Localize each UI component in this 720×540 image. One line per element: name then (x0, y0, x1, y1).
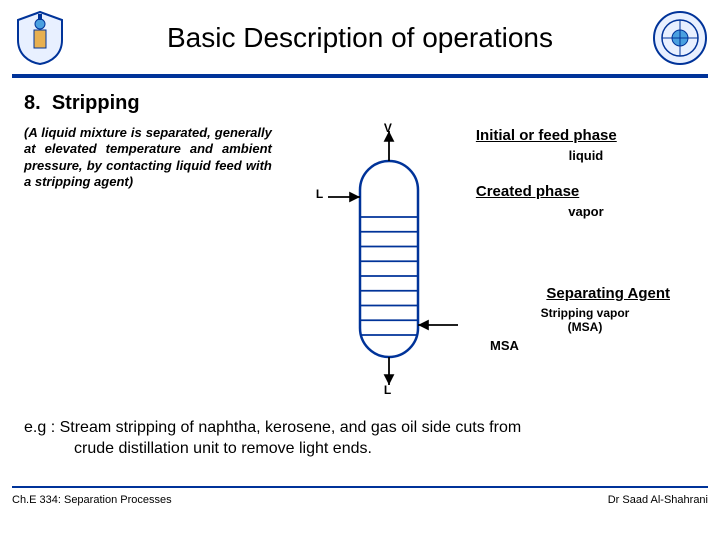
footer-rule (12, 486, 708, 488)
vapor-out-label: V (384, 121, 392, 135)
example-text: e.g : Stream stripping of naphtha, keros… (24, 418, 704, 460)
separating-agent-sub: Stripping vapor (MSA) (470, 306, 700, 335)
feed-in-label: L (316, 187, 323, 201)
footer: Ch.E 334: Separation Processes Dr Saad A… (12, 494, 708, 506)
logo-left (10, 8, 70, 68)
logo-right (650, 8, 710, 68)
created-phase-heading: Created phase (476, 183, 696, 200)
seal-icon (652, 10, 708, 66)
footer-right: Dr Saad Al-Shahrani (608, 494, 708, 506)
phase-info: Initial or feed phase liquid Created pha… (468, 125, 696, 231)
sep-agent-line1: Stripping vapor (541, 306, 630, 320)
content-area: 8. Stripping (A liquid mixture is separa… (0, 78, 720, 395)
example-line2: crude distillation unit to remove light … (24, 439, 704, 460)
separating-agent-block: Separating Agent Stripping vapor (MSA) (470, 285, 700, 335)
example-prefix: e.g : (24, 419, 55, 436)
example-line1: Stream stripping of naphtha, kerosene, a… (60, 419, 522, 436)
main-row: (A liquid mixture is separated, generall… (24, 125, 696, 395)
initial-phase-heading: Initial or feed phase (476, 127, 696, 144)
separating-agent-heading: Separating Agent (470, 285, 700, 302)
liquid-out-label: L (384, 383, 391, 397)
operation-description: (A liquid mixture is separated, generall… (24, 125, 282, 190)
section-name: Stripping (52, 92, 140, 114)
sep-agent-line2: (MSA) (568, 320, 603, 334)
stripping-column-svg (288, 125, 468, 395)
column-diagram: V L L (288, 125, 468, 395)
slide-header: Basic Description of operations (0, 0, 720, 72)
shield-icon (12, 10, 68, 66)
section-heading: 8. Stripping (24, 92, 696, 115)
slide-title: Basic Description of operations (70, 22, 650, 54)
msa-inlet-label: MSA (490, 338, 519, 353)
created-phase-sub: vapor (476, 204, 696, 219)
footer-left: Ch.E 334: Separation Processes (12, 494, 172, 506)
section-number: 8. (24, 92, 41, 114)
initial-phase-sub: liquid (476, 148, 696, 163)
